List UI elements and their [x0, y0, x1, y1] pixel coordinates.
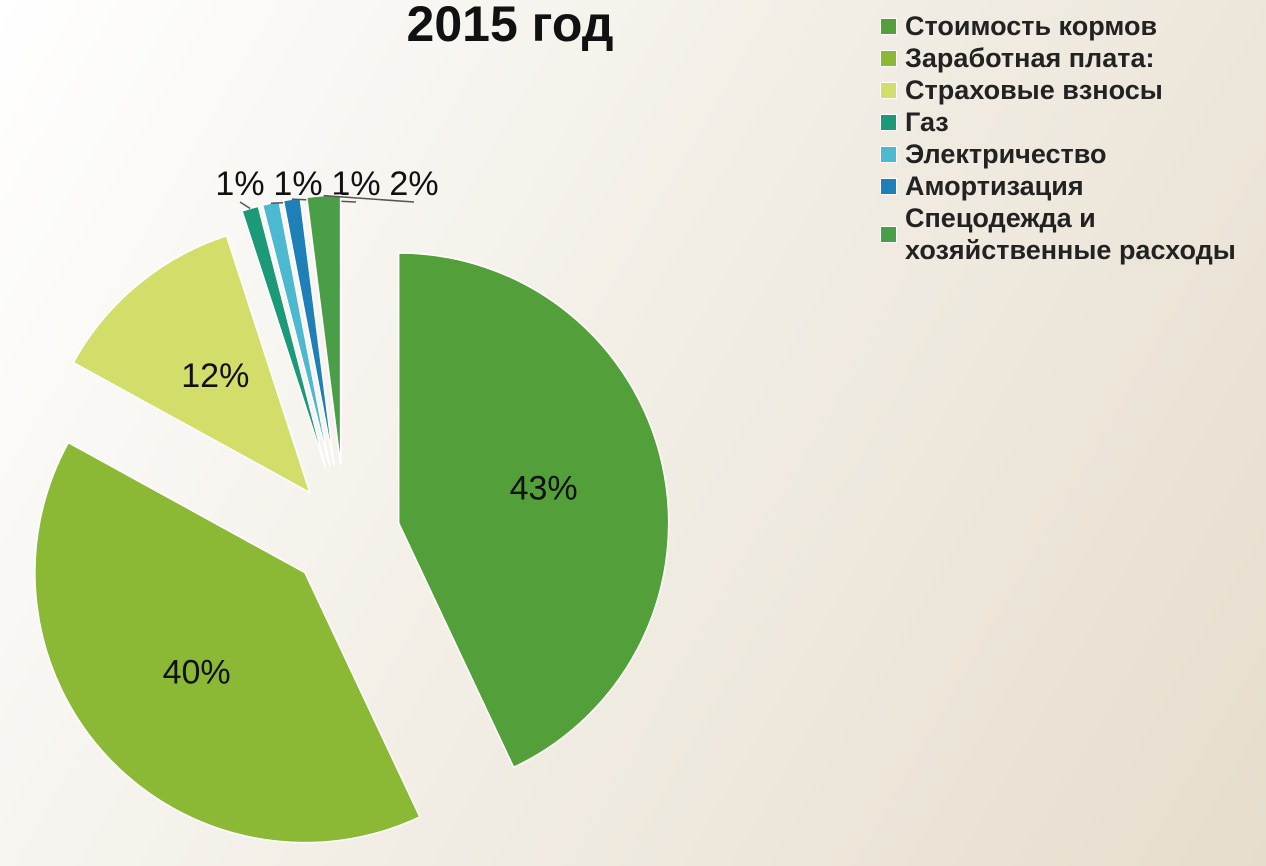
- legend-label: Газ: [905, 107, 949, 137]
- legend-swatch: [880, 145, 897, 163]
- legend-swatch: [880, 81, 897, 99]
- legend-swatch: [880, 113, 897, 131]
- pie-slice: [34, 441, 421, 844]
- pie-slice: [72, 234, 312, 495]
- data-label: 43%: [510, 470, 578, 508]
- legend-item: Амортизация: [880, 170, 1260, 202]
- data-label: 2%: [389, 165, 438, 203]
- chart-title: 2015 год: [407, 0, 614, 52]
- legend-label: Заработная плата:: [905, 43, 1155, 73]
- legend-label: Спецодежда и хозяйственные расходы: [905, 203, 1236, 265]
- legend-label: Стоимость кормов: [905, 11, 1158, 41]
- legend: Стоимость кормов Заработная плата: Страхов…: [880, 10, 1260, 266]
- legend-item: Стоимость кормов: [880, 10, 1260, 42]
- legend-swatch: [880, 17, 897, 35]
- legend-label: Амортизация: [905, 171, 1084, 201]
- legend-label: Электричество: [905, 139, 1107, 169]
- legend-swatch: [880, 177, 897, 195]
- pie-slice: [397, 252, 670, 769]
- leader-line: [323, 194, 415, 203]
- legend-item: Страховые взносы: [880, 74, 1260, 106]
- legend-item: Спецодежда и хозяйственные расходы: [880, 202, 1260, 266]
- legend-item: Заработная плата:: [880, 42, 1260, 74]
- data-label: 12%: [181, 357, 249, 395]
- data-label: 1%: [215, 165, 264, 203]
- legend-item: Электричество: [880, 138, 1260, 170]
- legend-item: Газ: [880, 106, 1260, 138]
- legend-swatch: [880, 49, 897, 67]
- legend-label: Страховые взносы: [905, 75, 1163, 105]
- legend-swatch: [880, 225, 897, 243]
- leader-line: [239, 201, 251, 210]
- data-label: 40%: [163, 653, 231, 691]
